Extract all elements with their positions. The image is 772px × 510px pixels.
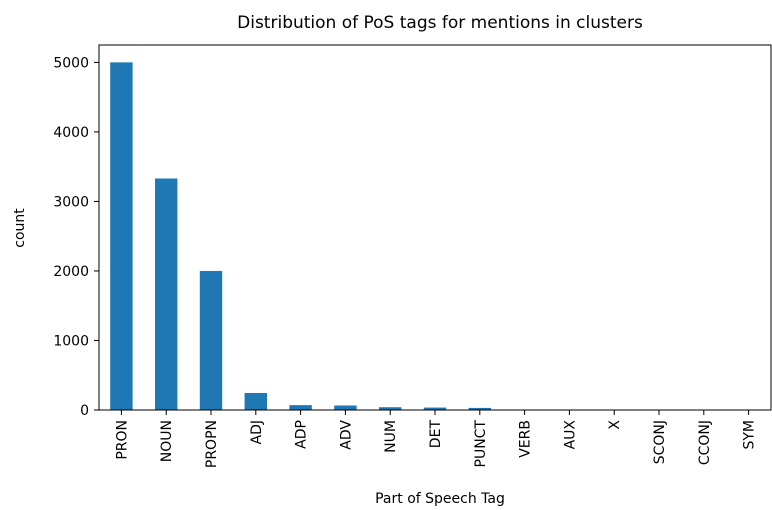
y-tick-label: 4000: [53, 125, 89, 141]
bar: [423, 407, 447, 410]
y-tick-label: 2000: [53, 264, 89, 280]
x-tick-label: CCONJ: [697, 420, 713, 465]
x-tick-label: ADJ: [249, 420, 265, 445]
y-tick-label: 1000: [53, 333, 89, 349]
bar: [334, 405, 357, 410]
y-tick-label: 0: [80, 403, 89, 419]
y-tick-label: 3000: [53, 194, 89, 210]
bar: [244, 392, 267, 410]
bar: [155, 178, 178, 410]
y-tick-label: 5000: [53, 55, 89, 71]
bar: [289, 405, 312, 410]
bar: [110, 62, 133, 410]
plot-frame: [98, 44, 772, 411]
bar: [199, 270, 223, 410]
x-tick-label: PROPN: [204, 420, 220, 468]
y-axis-label: count: [12, 208, 28, 248]
x-tick-label: NUM: [383, 420, 399, 453]
bar: [468, 407, 491, 410]
x-tick-label: DET: [428, 420, 444, 449]
x-tick-label: PUNCT: [473, 420, 489, 468]
x-tick-label: NOUN: [159, 420, 175, 462]
x-tick-label: ADV: [338, 420, 354, 450]
x-tick-label: AUX: [562, 420, 578, 450]
chart-title: Distribution of PoS tags for mentions in…: [237, 13, 643, 33]
x-tick-label: VERB: [518, 420, 534, 458]
x-tick-label: ADP: [294, 420, 310, 449]
x-tick-label: SYM: [742, 420, 758, 450]
x-tick-label: PRON: [114, 420, 130, 460]
x-tick-label: X: [607, 420, 623, 430]
bar: [379, 407, 402, 410]
x-axis-label: Part of Speech Tag: [375, 491, 505, 507]
x-tick-label: SCONJ: [652, 420, 668, 464]
